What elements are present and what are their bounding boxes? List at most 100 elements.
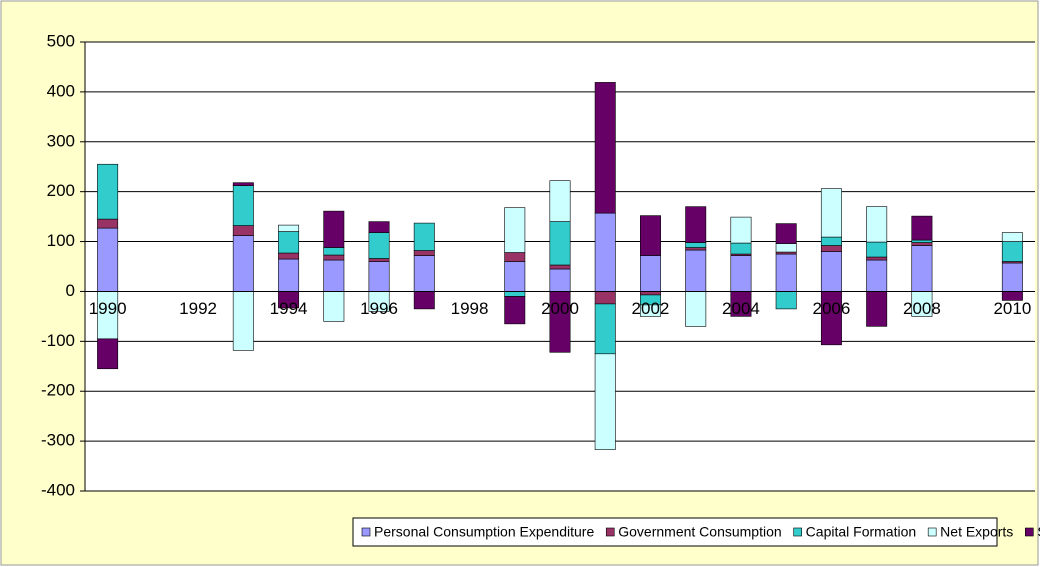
bar-segment [504,252,526,262]
bar-segment [97,338,119,370]
bar-segment [232,182,254,186]
legend-swatch [361,527,371,537]
bar-segment [368,221,390,233]
bar-segment [866,291,888,327]
bar-segment [639,291,661,296]
bar-segment [685,249,707,292]
x-tick-label: 1998 [451,299,489,318]
legend-label: Government Consumption [618,524,781,540]
x-tick-label: 2010 [993,299,1031,318]
legend-swatch [927,527,937,537]
bar-segment [413,250,435,256]
bar-segment [1001,241,1023,262]
bar-segment [232,225,254,236]
legend: Personal Consumption Expenditure Governme… [352,517,1040,547]
bar-segment [549,221,571,266]
bar-segment [549,180,571,222]
bar-segment [278,258,300,292]
bar-segment [1001,262,1023,292]
bar-segment [97,163,119,220]
bar-segment [866,256,888,261]
bar-segment [594,303,616,355]
x-tick-label: 2008 [903,299,941,318]
bar-segment [323,254,345,261]
y-tick-label: -400 [41,480,75,499]
bar-segment [97,227,119,292]
y-tick-label: -200 [41,381,75,400]
y-tick-label: 400 [47,81,75,100]
bar-segment [232,235,254,292]
bar-segment [639,304,661,317]
legend-label: Net Exports [940,524,1013,540]
bar-segment [594,212,616,292]
bar-segment [504,261,526,292]
bar-segment [820,236,842,246]
bar-segment [685,247,707,251]
legend-label: Capital Formation [806,524,917,540]
bar-segment [413,222,435,251]
bar-segment [911,242,933,246]
bar-segment [368,261,390,292]
bar-segment [866,259,888,292]
bar-segment [323,247,345,256]
bar-segment [368,258,390,262]
x-tick-label: 1994 [270,299,308,318]
x-tick-label: 1990 [89,299,127,318]
legend-swatch [1025,527,1034,537]
legend-label: Personal Consumption Expenditure [374,524,594,540]
bar-segment [1001,232,1023,242]
y-tick-label: 200 [47,181,75,200]
x-tick-label: 2000 [541,299,579,318]
legend-swatch [605,527,615,537]
bar-segment [639,255,661,292]
bar-segment [368,232,390,259]
bar-segment [97,218,119,229]
bar-segment [278,224,300,232]
bar-segment [775,223,797,244]
bar-segment [504,207,526,253]
bar-segment [278,231,300,254]
bar-segment [685,206,707,243]
legend-box [352,517,998,547]
bar-segment [323,259,345,292]
axes: -400 -300 -200 -100 0 100 200 300 400 500 1990 1992… [41,31,1035,499]
bar-segment [911,215,933,241]
bar-segment [504,291,526,297]
bar-segment [323,291,345,322]
bar-segment [730,242,752,255]
bar-segment [730,216,752,244]
bar-segment [278,252,300,260]
bar-segment [911,239,933,243]
bar-segment [594,291,616,305]
y-tick-label: -100 [41,331,75,350]
bar-segment [730,255,752,292]
bar-segment [413,291,435,310]
y-tick-label: 500 [47,31,75,50]
bar-segment [323,210,345,248]
bar-segment [549,268,571,292]
x-tick-label: 2006 [813,299,851,318]
bar-segment [820,245,842,252]
bar-segment [820,251,842,292]
bar-segment [232,291,254,351]
bar-segment [549,264,571,270]
y-tick-label: 100 [47,231,75,250]
bar-segment [504,296,526,325]
bar-segment [866,241,888,258]
x-tick-label: 1992 [179,299,217,318]
y-tick-label: 0 [66,281,75,300]
x-tick-label: 1996 [360,299,398,318]
bar-segment [232,185,254,226]
x-tick-label: 2002 [632,299,670,318]
y-tick-label: -300 [41,431,75,450]
bar-segment [594,353,616,450]
bar-segment [911,245,933,292]
legend-label: Statistical Discrepancy [1037,524,1040,540]
bar-segment [594,82,616,214]
bars [97,82,1023,450]
legend-swatch [793,527,802,537]
bar-segment [685,242,707,248]
bar-segment [413,255,435,292]
bar-segment [775,243,797,253]
